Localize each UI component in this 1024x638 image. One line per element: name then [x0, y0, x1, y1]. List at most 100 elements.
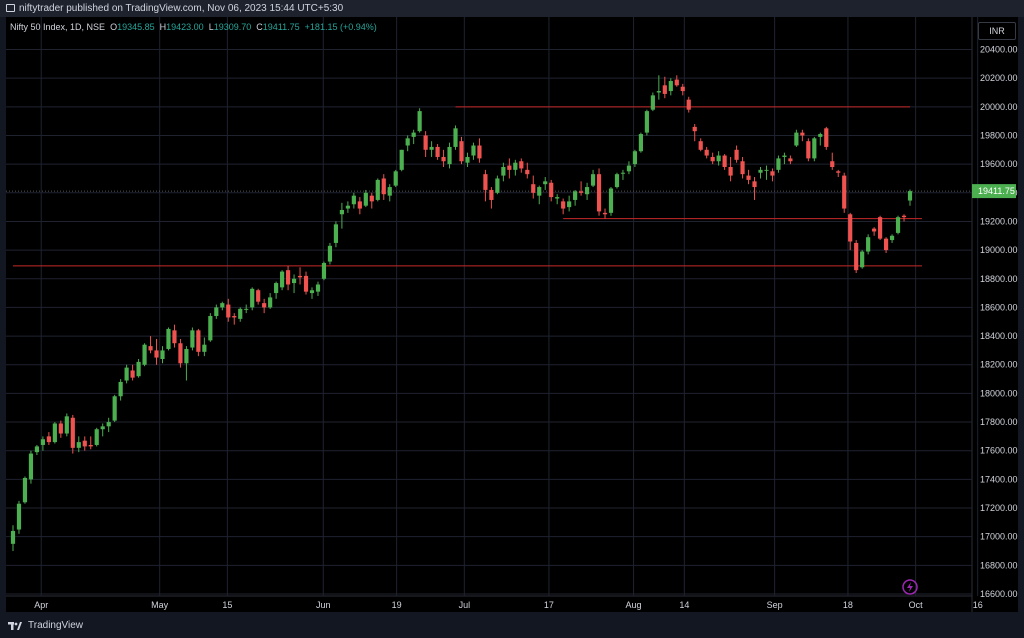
- candle-body[interactable]: [752, 181, 757, 188]
- candle-body[interactable]: [88, 444, 93, 447]
- candle-body[interactable]: [668, 81, 673, 92]
- candle-body[interactable]: [226, 304, 231, 318]
- candle-body[interactable]: [626, 165, 632, 172]
- candle-body[interactable]: [58, 423, 63, 434]
- candle-body[interactable]: [818, 134, 823, 137]
- candle-body[interactable]: [280, 271, 285, 288]
- candle-body[interactable]: [620, 172, 626, 174]
- candle-body[interactable]: [567, 201, 572, 208]
- candle-body[interactable]: [118, 381, 123, 397]
- candle-body[interactable]: [411, 132, 416, 137]
- candle-body[interactable]: [363, 192, 368, 206]
- candle-body[interactable]: [429, 146, 434, 150]
- candle-body[interactable]: [806, 141, 811, 159]
- candle-body[interactable]: [602, 212, 608, 215]
- candle-body[interactable]: [860, 251, 865, 268]
- candle-body[interactable]: [142, 344, 147, 365]
- candle-body[interactable]: [549, 182, 554, 198]
- candle-body[interactable]: [740, 161, 745, 175]
- candle-body[interactable]: [848, 214, 853, 242]
- candle-body[interactable]: [357, 201, 362, 209]
- candle-body[interactable]: [537, 187, 542, 196]
- candle-body[interactable]: [501, 166, 506, 176]
- candle-body[interactable]: [513, 162, 518, 170]
- candle-body[interactable]: [232, 316, 237, 318]
- candle-body[interactable]: [244, 308, 249, 310]
- candle-body[interactable]: [698, 141, 703, 150]
- candle-body[interactable]: [417, 111, 422, 132]
- candle-body[interactable]: [393, 171, 398, 186]
- candle-body[interactable]: [584, 187, 590, 195]
- candle-body[interactable]: [148, 346, 153, 351]
- candle-body[interactable]: [489, 189, 494, 200]
- candle-body[interactable]: [866, 237, 871, 252]
- candle-body[interactable]: [704, 149, 709, 156]
- candle-body[interactable]: [220, 303, 225, 308]
- candle-body[interactable]: [333, 224, 339, 243]
- candle-body[interactable]: [375, 179, 380, 200]
- candle-body[interactable]: [160, 350, 165, 360]
- candle-body[interactable]: [297, 275, 303, 278]
- candle-body[interactable]: [154, 350, 159, 358]
- candle-body[interactable]: [686, 99, 691, 110]
- candle-body[interactable]: [800, 132, 805, 136]
- candle-body[interactable]: [614, 174, 620, 188]
- candle-body[interactable]: [573, 191, 578, 200]
- candle-body[interactable]: [854, 242, 859, 271]
- candle-body[interactable]: [812, 138, 817, 159]
- candle-body[interactable]: [285, 270, 291, 285]
- candle-body[interactable]: [250, 288, 255, 308]
- candle-body[interactable]: [465, 156, 470, 163]
- candle-body[interactable]: [100, 426, 105, 430]
- candle-body[interactable]: [274, 283, 279, 294]
- candle-body[interactable]: [728, 166, 733, 176]
- candle-body[interactable]: [327, 245, 333, 262]
- candle-body[interactable]: [680, 86, 685, 92]
- candle-body[interactable]: [453, 128, 458, 147]
- candle-body[interactable]: [776, 158, 781, 170]
- candle-body[interactable]: [303, 275, 309, 292]
- candle-body[interactable]: [644, 111, 649, 133]
- candle-body[interactable]: [872, 228, 877, 232]
- candle-body[interactable]: [136, 361, 141, 377]
- candle-body[interactable]: [166, 328, 171, 349]
- candle-body[interactable]: [650, 95, 655, 110]
- candle-body[interactable]: [632, 151, 638, 165]
- candle-body[interactable]: [889, 235, 895, 241]
- candle-body[interactable]: [770, 171, 775, 176]
- candle-body[interactable]: [782, 155, 787, 157]
- candle-body[interactable]: [202, 344, 207, 352]
- candle-body[interactable]: [525, 169, 530, 175]
- candle-body[interactable]: [321, 263, 327, 279]
- candle-body[interactable]: [596, 174, 602, 212]
- candle-body[interactable]: [507, 165, 512, 170]
- candle-body[interactable]: [830, 161, 835, 167]
- candle-body[interactable]: [764, 169, 769, 171]
- candle-body[interactable]: [692, 126, 697, 132]
- candle-body[interactable]: [178, 343, 183, 364]
- candle-body[interactable]: [405, 138, 410, 146]
- candle-body[interactable]: [238, 308, 243, 319]
- candle-body[interactable]: [531, 184, 536, 193]
- candle-body[interactable]: [70, 417, 75, 448]
- candle-body[interactable]: [22, 477, 28, 503]
- candle-body[interactable]: [656, 91, 661, 93]
- candle-body[interactable]: [579, 191, 584, 193]
- candle-body[interactable]: [214, 307, 219, 317]
- candle-body[interactable]: [381, 178, 386, 195]
- candle-body[interactable]: [196, 330, 201, 352]
- candle-body[interactable]: [130, 370, 135, 378]
- candle-body[interactable]: [64, 416, 69, 434]
- candle-body[interactable]: [40, 439, 45, 445]
- candle-body[interactable]: [555, 197, 560, 199]
- candle-body[interactable]: [710, 156, 715, 162]
- candle-body[interactable]: [52, 423, 57, 443]
- currency-button[interactable]: INR: [978, 22, 1016, 40]
- candle-body[interactable]: [836, 171, 841, 173]
- candle-body[interactable]: [441, 156, 446, 162]
- candle-body[interactable]: [471, 145, 476, 156]
- candle-body[interactable]: [28, 453, 34, 480]
- candle-body[interactable]: [788, 158, 793, 162]
- candle-body[interactable]: [477, 145, 482, 159]
